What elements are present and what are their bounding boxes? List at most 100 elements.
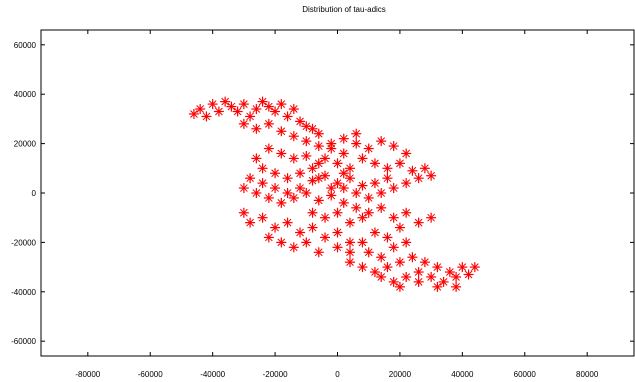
- data-point: [282, 217, 293, 228]
- point-marker-d2: [246, 218, 254, 227]
- data-point: [288, 242, 299, 253]
- point-marker-d2: [358, 213, 367, 222]
- data-point: [288, 131, 299, 142]
- point-marker-d2: [289, 132, 298, 141]
- point-marker-d2: [196, 105, 205, 113]
- data-point: [263, 192, 274, 203]
- point-marker-d2: [371, 268, 379, 276]
- x-tick-label: -20000: [263, 370, 288, 379]
- point-marker-d2: [339, 134, 348, 143]
- point-marker-d2: [346, 218, 354, 227]
- point-marker-d2: [377, 203, 386, 212]
- point-marker-d2: [389, 278, 398, 286]
- data-point: [394, 257, 405, 268]
- point-marker-d2: [333, 228, 342, 237]
- point-marker-d2: [314, 129, 323, 138]
- data-point: [344, 173, 355, 184]
- point-marker-d2: [433, 263, 442, 271]
- data-point: [357, 153, 368, 164]
- point-marker-d2: [277, 238, 286, 247]
- data-point: [238, 183, 249, 194]
- data-point: [357, 237, 368, 248]
- data-point: [301, 136, 312, 147]
- data-point: [313, 128, 324, 139]
- x-tick-label: -80000: [75, 370, 100, 379]
- data-point: [401, 237, 412, 248]
- point-marker-d2: [358, 181, 367, 190]
- data-point: [263, 101, 274, 112]
- point-marker-d2: [296, 169, 304, 178]
- data-point: [313, 247, 324, 258]
- data-point: [438, 276, 449, 287]
- data-point: [313, 141, 324, 152]
- data-point: [344, 247, 355, 258]
- point-marker-d2: [364, 248, 373, 257]
- point-marker-d2: [302, 137, 311, 145]
- data-point: [220, 96, 231, 107]
- data-point: [413, 267, 424, 278]
- data-point: [307, 163, 318, 174]
- data-point: [245, 173, 256, 184]
- point-marker-d2: [383, 263, 392, 271]
- point-marker-d2: [396, 282, 404, 291]
- data-point: [407, 252, 418, 263]
- point-marker-d2: [333, 159, 342, 168]
- data-point: [394, 222, 405, 233]
- point-marker-d2: [364, 144, 373, 153]
- data-point: [295, 183, 306, 194]
- point-marker-d2: [264, 119, 273, 128]
- data-point: [369, 158, 380, 169]
- data-point: [188, 108, 199, 119]
- point-marker-d2: [277, 149, 286, 158]
- data-point: [363, 207, 374, 218]
- data-point: [444, 267, 455, 278]
- data-point: [201, 111, 212, 122]
- data-point: [313, 195, 324, 206]
- data-point: [351, 138, 362, 149]
- point-marker-d2: [258, 97, 267, 106]
- data-point: [338, 148, 349, 159]
- point-marker-d2: [246, 112, 254, 121]
- data-point: [276, 197, 287, 208]
- point-marker-d2: [302, 238, 311, 247]
- point-marker-d2: [352, 203, 361, 212]
- data-point: [357, 262, 368, 273]
- point-marker-d2: [389, 142, 398, 150]
- point-marker-d2: [446, 268, 454, 276]
- point-marker-d2: [421, 258, 429, 267]
- point-marker-d2: [302, 152, 311, 160]
- data-point: [426, 271, 437, 282]
- data-point: [263, 143, 274, 154]
- point-marker-d2: [470, 263, 479, 271]
- data-point: [238, 118, 249, 129]
- data-point: [326, 138, 337, 149]
- point-marker-d2: [314, 174, 323, 183]
- data-point: [419, 257, 430, 268]
- data-point: [351, 128, 362, 139]
- data-point: [338, 168, 349, 179]
- point-marker-d2: [383, 233, 392, 242]
- data-point: [238, 99, 249, 110]
- data-point: [195, 104, 206, 115]
- point-marker-d2: [402, 149, 411, 158]
- point-marker-d2: [221, 97, 229, 106]
- point-marker-d2: [377, 253, 386, 262]
- point-marker-d2: [358, 154, 367, 163]
- data-point: [207, 99, 218, 110]
- point-marker-d2: [296, 184, 304, 192]
- point-marker-d2: [308, 124, 317, 133]
- data-point: [413, 217, 424, 228]
- data-point: [307, 123, 318, 134]
- point-marker-d2: [271, 184, 279, 192]
- point-marker-d2: [240, 100, 248, 108]
- data-point: [426, 170, 437, 181]
- data-points: [188, 96, 480, 292]
- point-marker-d2: [314, 248, 323, 257]
- data-point: [394, 281, 405, 292]
- data-point: [369, 267, 380, 278]
- point-marker-d2: [439, 278, 448, 286]
- data-point: [301, 237, 312, 248]
- plot-area-frame: [40, 29, 635, 357]
- point-marker-d2: [289, 154, 298, 163]
- data-point: [251, 188, 262, 198]
